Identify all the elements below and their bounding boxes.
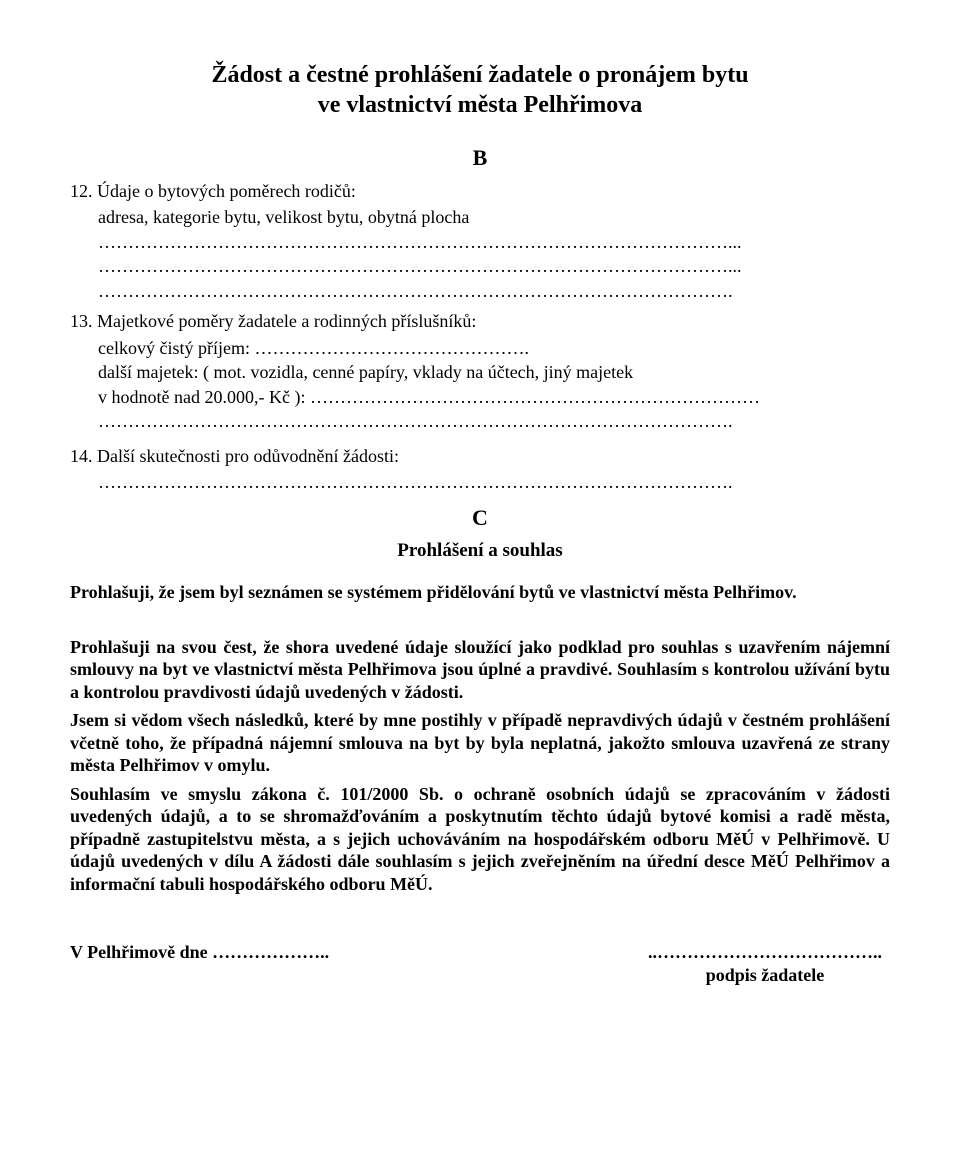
item-14: 14. Další skutečnosti pro odůvodnění žád… (70, 445, 890, 494)
item-12-dots-2: ……………………………………………………………………………………………... (70, 255, 890, 278)
item-13-dots-5: ……………………………………………………………………………………………. (70, 410, 890, 433)
section-letter-c: C (70, 504, 890, 532)
item-12-label: Údaje o bytových poměrech rodičů: (97, 181, 356, 201)
item-13-line2a: celkový čistý příjem: (98, 338, 250, 358)
signature-right-dots: ..……………………………….. (648, 941, 882, 964)
declaration-para-2: Prohlašuji na svou čest, že shora uveden… (70, 636, 890, 704)
item-13-line3: další majetek: ( mot. vozidla, cenné pap… (70, 361, 890, 384)
item-13-line4a: v hodnotě nad 20.000,- Kč ): (98, 387, 305, 407)
section-c-subtitle: Prohlášení a souhlas (70, 539, 890, 563)
item-12-number: 12. (70, 181, 93, 201)
item-14-label: Další skutečnosti pro odůvodnění žádosti… (97, 446, 399, 466)
item-12-dots-1: ……………………………………………………………………………………………... (70, 231, 890, 254)
signature-left-text: V Pelhřimově dne (70, 942, 212, 962)
item-13-label: Majetkové poměry žadatele a rodinných př… (97, 311, 476, 331)
item-13-number: 13. (70, 311, 93, 331)
section-letter-b: B (70, 144, 890, 172)
title-line-2: ve vlastnictví města Pelhřimova (318, 92, 643, 118)
title-line-1: Žádost a čestné prohlášení žadatele o pr… (211, 62, 748, 88)
item-13-line2-dots: ………………………………………. (254, 338, 529, 358)
declaration-para-1: Prohlašuji, že jsem byl seznámen se syst… (70, 581, 890, 604)
signature-place-date: V Pelhřimově dne ……………….. (70, 941, 329, 986)
document-title: Žádost a čestné prohlášení žadatele o pr… (70, 60, 890, 120)
signature-left-dots: ……………….. (212, 941, 329, 964)
signature-right-label: podpis žadatele (706, 965, 825, 985)
item-13-line4-dots: ………………………………………………………………… (310, 387, 760, 407)
item-14-dots-1: ……………………………………………………………………………………………. (70, 471, 890, 494)
declaration-para-3: Jsem si vědom všech následků, které by m… (70, 709, 890, 777)
signature-row: V Pelhřimově dne ……………….. ..………………………………… (70, 941, 890, 986)
signature-right: ..……………………………….. podpis žadatele (640, 941, 890, 986)
item-13: 13. Majetkové poměry žadatele a rodinnýc… (70, 310, 890, 433)
declaration-para-4: Souhlasím ve smyslu zákona č. 101/2000 S… (70, 783, 890, 896)
item-12-line2: adresa, kategorie bytu, velikost bytu, o… (70, 206, 890, 229)
item-12-dots-3: ……………………………………………………………………………………………. (70, 280, 890, 303)
item-14-number: 14. (70, 446, 93, 466)
item-12: 12. Údaje o bytových poměrech rodičů: ad… (70, 180, 890, 303)
